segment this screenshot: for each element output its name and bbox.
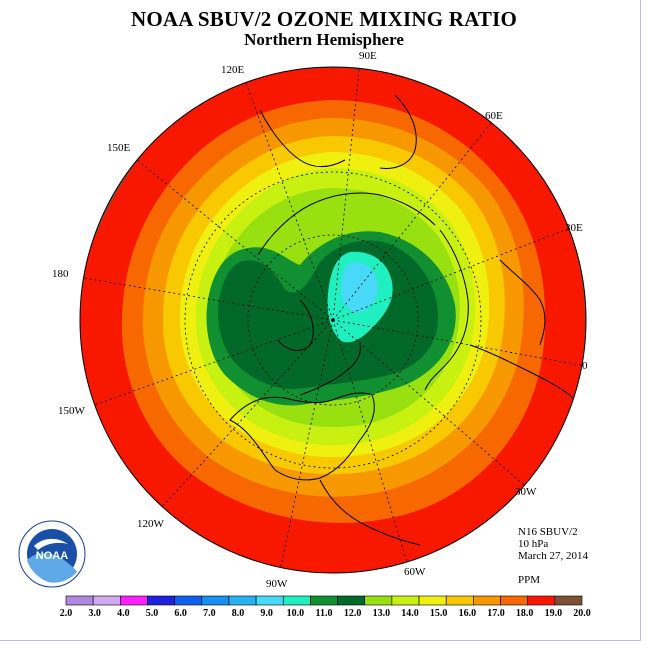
lon-label-60e: 60E: [485, 110, 503, 122]
colorbar-cell: [418, 595, 447, 606]
lon-label-30e: 30E: [565, 222, 583, 234]
colorbar-tick-label: 19.0: [544, 608, 563, 619]
colorbar-cell: [445, 595, 474, 606]
map-title: NOAA SBUV/2 OZONE MIXING RATIO: [131, 7, 517, 31]
colorbar-tick-label: 18.0: [515, 608, 534, 619]
colorbar-cell: [527, 595, 556, 606]
lon-label-120w: 120W: [137, 518, 164, 530]
noaa-logo-text: NOAA: [36, 550, 68, 562]
lon-label-150e: 150E: [107, 142, 131, 154]
colorbar-cell: [391, 595, 420, 606]
units-label: PPM: [518, 574, 541, 586]
colorbar-cell: [473, 595, 501, 606]
colorbar-cell: [201, 595, 230, 606]
lon-label-60w: 60W: [404, 566, 426, 578]
colorbar: [65, 595, 583, 606]
figure-frame: [0, 0, 641, 641]
colorbar-tick-label: 16.0: [458, 608, 477, 619]
graticule: [80, 67, 586, 573]
colorbar-cell: [174, 595, 203, 606]
colorbar-tick-label: 3.0: [88, 608, 101, 619]
band-9ppm: [340, 262, 378, 312]
colorbar-cell: [255, 595, 284, 606]
colorbar-cell: [500, 595, 528, 606]
lon-label-90w: 90W: [266, 578, 288, 590]
colorbar-cell: [65, 595, 94, 606]
date-label: March 27, 2014: [518, 550, 588, 562]
colorbar-tick-label: 7.0: [203, 608, 216, 619]
colorbar-cell: [364, 595, 393, 606]
colorbar-tick-label: 4.0: [117, 608, 130, 619]
colorbar-tick-label: 20.0: [573, 608, 591, 619]
colorbar-tick-label: 10.0: [286, 608, 305, 619]
colorbar-tick-label: 12.0: [343, 608, 362, 619]
lon-label-0: 0: [582, 360, 588, 372]
colorbar-tick-label: 13.0: [372, 608, 391, 619]
colorbar-cell: [337, 595, 366, 606]
coastlines: [229, 94, 576, 546]
colorbar-cell: [282, 595, 311, 606]
colorbar-tick-label: 5.0: [145, 608, 159, 619]
noaa-logo: NOAA: [18, 520, 86, 588]
globe-outline: [79, 66, 587, 574]
colorbar-cell: [120, 595, 148, 606]
colorbar-tick-label: 11.0: [315, 608, 333, 619]
colorbar-cell: [310, 595, 338, 606]
pressure-level-label: 10 hPa: [518, 538, 549, 550]
colorbar-cell: [92, 595, 121, 606]
map-subtitle: Northern Hemisphere: [244, 30, 404, 49]
lon-label-90e: 90E: [359, 50, 377, 62]
colorbar-tick-label: 14.0: [401, 608, 419, 619]
band-11ppm: [218, 240, 439, 389]
colorbar-cell: [554, 595, 583, 606]
colorbar-cell: [228, 595, 257, 606]
lon-label-120e: 120E: [221, 64, 245, 76]
lon-label-30w: 30W: [515, 486, 537, 498]
colorbar-tick-label: 6.0: [174, 608, 187, 619]
colorbar-cell: [147, 595, 175, 606]
colorbar-tick-label: 15.0: [429, 608, 448, 619]
colorbar-tick-label: 2.0: [59, 608, 73, 619]
lon-label-150w: 150W: [58, 405, 85, 417]
instrument-label: N16 SBUV/2: [518, 526, 578, 538]
colorbar-tick-label: 17.0: [487, 608, 505, 619]
lon-label-180: 180: [52, 268, 69, 280]
colorbar-tick-label: 8.0: [231, 608, 245, 619]
colorbar-tick-label: 9.0: [260, 608, 273, 619]
